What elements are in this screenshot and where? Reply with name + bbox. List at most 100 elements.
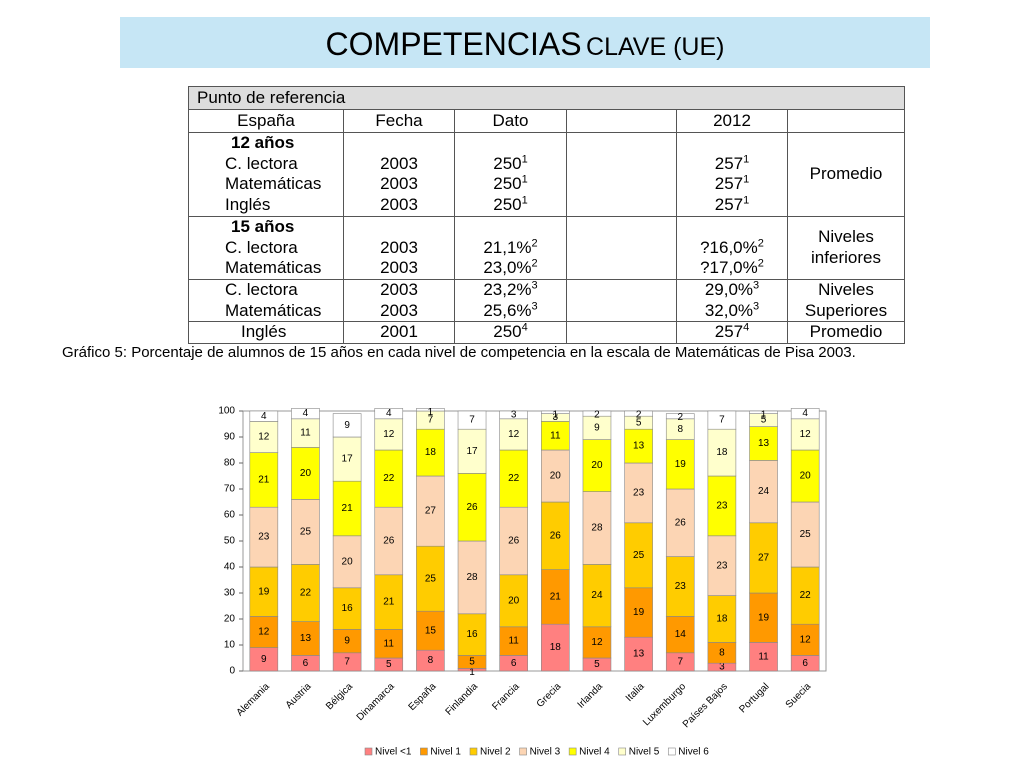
data-label: 12 bbox=[258, 627, 270, 638]
legend-swatch bbox=[568, 747, 577, 756]
data-label: 22 bbox=[300, 588, 312, 599]
bar-segment bbox=[790, 501, 820, 568]
meta: 32,0%3 bbox=[676, 300, 788, 322]
data-label: 17 bbox=[466, 446, 478, 457]
dato-note: 4 bbox=[521, 321, 528, 334]
meta: ?16,0%2 bbox=[676, 236, 788, 259]
bar-segment bbox=[665, 413, 695, 420]
data-label: 22 bbox=[383, 473, 395, 484]
column-header: España bbox=[188, 109, 344, 133]
fecha: 2003 bbox=[343, 195, 455, 217]
data-label: 21 bbox=[550, 592, 562, 603]
meta: ?17,0%2 bbox=[676, 258, 788, 280]
meta-value: 32,0% bbox=[704, 300, 754, 320]
bar-segment bbox=[624, 522, 653, 589]
data-label: 11 bbox=[300, 428, 311, 439]
remark: Promedio bbox=[787, 321, 905, 345]
bar-segment bbox=[291, 447, 320, 500]
title-bar: COMPETENCIAS CLAVE (UE) bbox=[120, 17, 930, 68]
title-main: COMPETENCIAS bbox=[325, 26, 582, 62]
data-label: 3 bbox=[719, 662, 725, 673]
data-label: 19 bbox=[633, 607, 645, 618]
dato: 2501 bbox=[454, 174, 567, 196]
data-label: 21 bbox=[342, 503, 354, 514]
column-header bbox=[787, 109, 905, 133]
data-label: 7 bbox=[677, 657, 683, 668]
data-label: 12 bbox=[508, 429, 520, 440]
bar-segment bbox=[499, 574, 528, 628]
remark: Niveles Superiores bbox=[787, 278, 905, 322]
data-label: 2 bbox=[636, 410, 642, 421]
remark: Promedio bbox=[787, 132, 905, 217]
y-tick-label: 50 bbox=[224, 536, 236, 547]
meta-note: 2 bbox=[757, 236, 764, 249]
data-label: 19 bbox=[675, 459, 687, 470]
meta-note: 1 bbox=[743, 194, 750, 207]
fecha: 2003 bbox=[343, 174, 455, 196]
y-tick-label: 70 bbox=[224, 484, 236, 495]
row-label: Inglés bbox=[188, 321, 344, 345]
data-label: 12 bbox=[383, 429, 395, 440]
bar-segment bbox=[790, 623, 820, 656]
bar-segment bbox=[291, 418, 320, 448]
x-tick-label: Alemania bbox=[235, 681, 273, 719]
remark-line: inferiores bbox=[811, 247, 881, 267]
meta-value: ?17,0% bbox=[700, 258, 758, 278]
x-tick-label: Países Bajos bbox=[681, 681, 730, 730]
data-label: 5 bbox=[761, 415, 767, 426]
y-tick-label: 60 bbox=[224, 510, 236, 521]
data-label: 5 bbox=[469, 657, 475, 668]
bar-segment bbox=[249, 421, 279, 453]
bar-segment bbox=[249, 452, 279, 508]
dato-value: 250 bbox=[493, 174, 522, 194]
dato-note: 3 bbox=[531, 279, 538, 292]
bar-segment bbox=[332, 436, 362, 482]
legend-label: Nivel 5 bbox=[629, 747, 660, 758]
bar-segment bbox=[541, 410, 570, 414]
x-tick-label: Bélgica bbox=[324, 681, 355, 712]
bar-segment bbox=[541, 421, 570, 451]
meta-value: ?16,0% bbox=[700, 237, 758, 257]
data-label: 13 bbox=[633, 649, 645, 660]
legend-label: Nivel 4 bbox=[579, 747, 610, 758]
bar-segment bbox=[374, 629, 404, 659]
dato-value: 250 bbox=[493, 195, 522, 215]
legend-label: Nivel 1 bbox=[430, 747, 461, 758]
bar-segment bbox=[291, 621, 320, 656]
legend-swatch bbox=[618, 747, 627, 756]
data-label: 14 bbox=[675, 629, 687, 640]
x-tick-label: Suecia bbox=[784, 681, 814, 711]
data-label: 24 bbox=[758, 486, 770, 497]
data-label: 25 bbox=[300, 527, 312, 538]
bar-segment bbox=[499, 410, 528, 420]
dato: 23,2%3 bbox=[454, 278, 567, 301]
data-label: 5 bbox=[594, 659, 600, 670]
data-label: 4 bbox=[802, 408, 808, 419]
bar-segment bbox=[582, 626, 612, 659]
legend-label: Nivel 2 bbox=[480, 747, 511, 758]
bar-segment bbox=[790, 418, 820, 451]
data-label: 28 bbox=[466, 572, 478, 583]
data-label: 24 bbox=[591, 590, 603, 601]
table-row: Matemáticas 2003 2501 2571 bbox=[188, 174, 905, 196]
group-title: 15 años bbox=[188, 215, 344, 238]
row-label: Matemáticas bbox=[188, 258, 344, 280]
bar-segment bbox=[249, 506, 279, 568]
data-label: 11 bbox=[550, 430, 561, 441]
data-label: 9 bbox=[594, 423, 600, 434]
remark: Niveles inferiores bbox=[787, 215, 905, 280]
data-label: 28 bbox=[591, 523, 603, 534]
meta-value: 257 bbox=[714, 322, 744, 342]
bar-segment bbox=[291, 564, 320, 622]
data-label: 13 bbox=[758, 438, 770, 449]
data-label: 19 bbox=[258, 586, 270, 597]
data-label: 21 bbox=[383, 597, 395, 608]
data-label: 7 bbox=[428, 415, 434, 426]
legend-label: Nivel 6 bbox=[678, 747, 709, 758]
dato: 25,6%3 bbox=[454, 300, 567, 322]
remark-line: Promedio bbox=[809, 322, 883, 342]
plot-frame bbox=[242, 410, 827, 672]
y-tick-label: 100 bbox=[218, 406, 235, 417]
bar-segment bbox=[707, 410, 737, 430]
